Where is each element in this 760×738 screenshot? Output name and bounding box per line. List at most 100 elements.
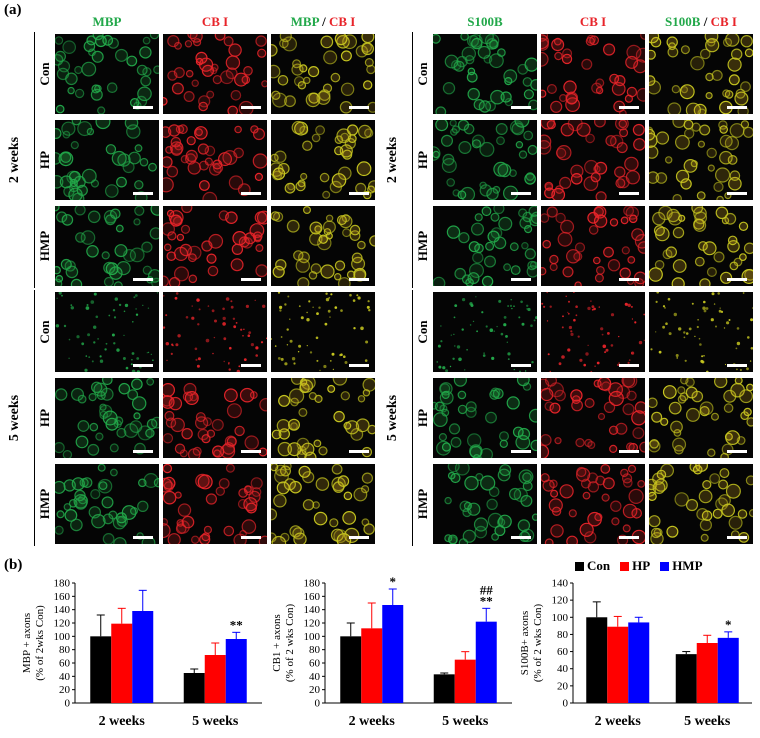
left-column-header-0: MBP <box>55 14 159 30</box>
micrograph-image <box>649 34 753 114</box>
left-micrograph-tile <box>163 292 267 372</box>
left-column-header-1-part-0: CB I <box>201 14 229 29</box>
scale-bar <box>511 106 531 109</box>
y-tick-label: 100 <box>54 631 71 643</box>
bar-hmp <box>382 605 404 703</box>
right-column-header-2-part-2: CB I <box>710 14 737 29</box>
significance-marker: ** <box>480 593 493 608</box>
scale-bar <box>241 536 261 539</box>
micrograph-image <box>436 296 537 372</box>
micrograph-image <box>271 34 375 114</box>
y-tick-label: 0 <box>315 698 321 710</box>
micrograph-image <box>433 34 537 114</box>
micrograph-image <box>433 206 537 286</box>
right-micrograph-tile <box>649 378 753 458</box>
right-micrograph-tile <box>541 292 645 372</box>
micrograph-image <box>55 292 159 372</box>
micrograph-image <box>271 206 375 286</box>
x-category-label: 5 weeks <box>192 714 239 729</box>
x-category-label: 5 weeks <box>442 714 489 729</box>
bar-hmp <box>628 622 650 703</box>
left-micrograph-tile <box>55 34 159 114</box>
s100b-bar-chart: 0 20 40 60 80 100 120 140 S100B+ axons (% of 2 wk… <box>519 578 752 729</box>
micrograph-image <box>271 378 375 458</box>
legend-swatch <box>575 561 584 571</box>
y-tick-label: 160 <box>304 591 321 603</box>
y-tick-label: 20 <box>309 684 321 696</box>
chart-legend: Con HP HMP <box>575 558 703 574</box>
micrograph-image <box>55 206 159 286</box>
scale-bar <box>349 278 369 281</box>
left-row-label-con: Con <box>37 62 52 86</box>
y-tick-label: 140 <box>54 604 71 616</box>
micrograph-image <box>55 378 159 458</box>
left-micrograph-tile <box>55 378 159 458</box>
scale-bar <box>619 106 639 109</box>
micrograph-image <box>55 34 159 114</box>
y-tick-label: 140 <box>552 578 569 590</box>
scale-bar <box>133 278 153 281</box>
bar-con <box>433 674 455 703</box>
legend-item-hmp: HMP <box>660 558 703 574</box>
bar-con <box>90 636 112 703</box>
right-micrograph-tile <box>649 206 753 286</box>
left-micrograph-tile <box>271 464 375 544</box>
y-axis-label: MBP + axons <box>21 613 33 673</box>
y-tick-label: 40 <box>557 663 569 675</box>
y-tick-label: 180 <box>54 578 71 590</box>
right-micrograph-tile <box>541 34 645 114</box>
x-category-label: 5 weeks <box>684 714 731 729</box>
right-column-header-1: CB I <box>541 14 645 30</box>
panel-b-label: (b) <box>4 557 23 573</box>
left-group-bracket <box>34 290 35 546</box>
legend-item-con: Con <box>575 558 610 574</box>
scale-bar <box>511 364 531 367</box>
right-micrograph-tile <box>541 206 645 286</box>
right-micrograph-tile <box>649 34 753 114</box>
micrograph-image <box>433 120 537 200</box>
scale-bar <box>511 450 531 453</box>
scale-bar <box>619 364 639 367</box>
right-column-header-1-part-0: CB I <box>579 14 607 29</box>
right-group-label: 2 weeks <box>385 136 400 184</box>
y-tick-label: 120 <box>54 618 71 630</box>
left-column-header-2: MBP / CB I <box>271 14 375 30</box>
bar-con <box>340 636 362 703</box>
scale-bar <box>619 278 639 281</box>
right-row-label-hmp: HMP <box>415 488 430 520</box>
bar-hp <box>696 643 718 703</box>
left-column-header-0-part-0: MBP <box>92 14 122 29</box>
micrograph-image <box>163 382 267 458</box>
left-micrograph-tile <box>55 464 159 544</box>
micrograph-image <box>271 464 375 544</box>
right-micrograph-tile <box>433 464 537 544</box>
right-micrograph-tile <box>433 292 537 372</box>
right-row-label-hmp: HMP <box>415 230 430 262</box>
scale-bar <box>241 278 261 281</box>
y-tick-label: 120 <box>552 595 569 607</box>
left-micrograph-tile <box>163 206 267 286</box>
scale-bar <box>619 192 639 195</box>
left-micrograph-tile <box>271 34 375 114</box>
right-micrograph-tile <box>649 292 753 372</box>
x-category-label: 2 weeks <box>595 714 642 729</box>
left-group-label: 5 weeks <box>7 394 22 442</box>
significance-marker: ** <box>230 617 243 632</box>
legend-label: Con <box>587 558 611 573</box>
micrograph-image <box>649 378 753 458</box>
micrograph-image <box>541 464 645 544</box>
scale-bar <box>349 192 369 195</box>
scale-bar <box>133 192 153 195</box>
left-row-label-hmp: HMP <box>37 488 52 520</box>
scale-bar <box>727 278 747 281</box>
y-tick-label: 140 <box>304 604 321 616</box>
micrograph-image <box>444 464 537 544</box>
micrograph-image <box>541 206 645 286</box>
right-micrograph-tile <box>541 120 645 200</box>
y-tick-label: 100 <box>304 631 321 643</box>
y-tick-label: 20 <box>59 684 71 696</box>
left-micrograph-tile <box>271 206 375 286</box>
left-micrograph-tile <box>55 206 159 286</box>
scale-bar <box>511 278 531 281</box>
scale-bar <box>511 536 531 539</box>
